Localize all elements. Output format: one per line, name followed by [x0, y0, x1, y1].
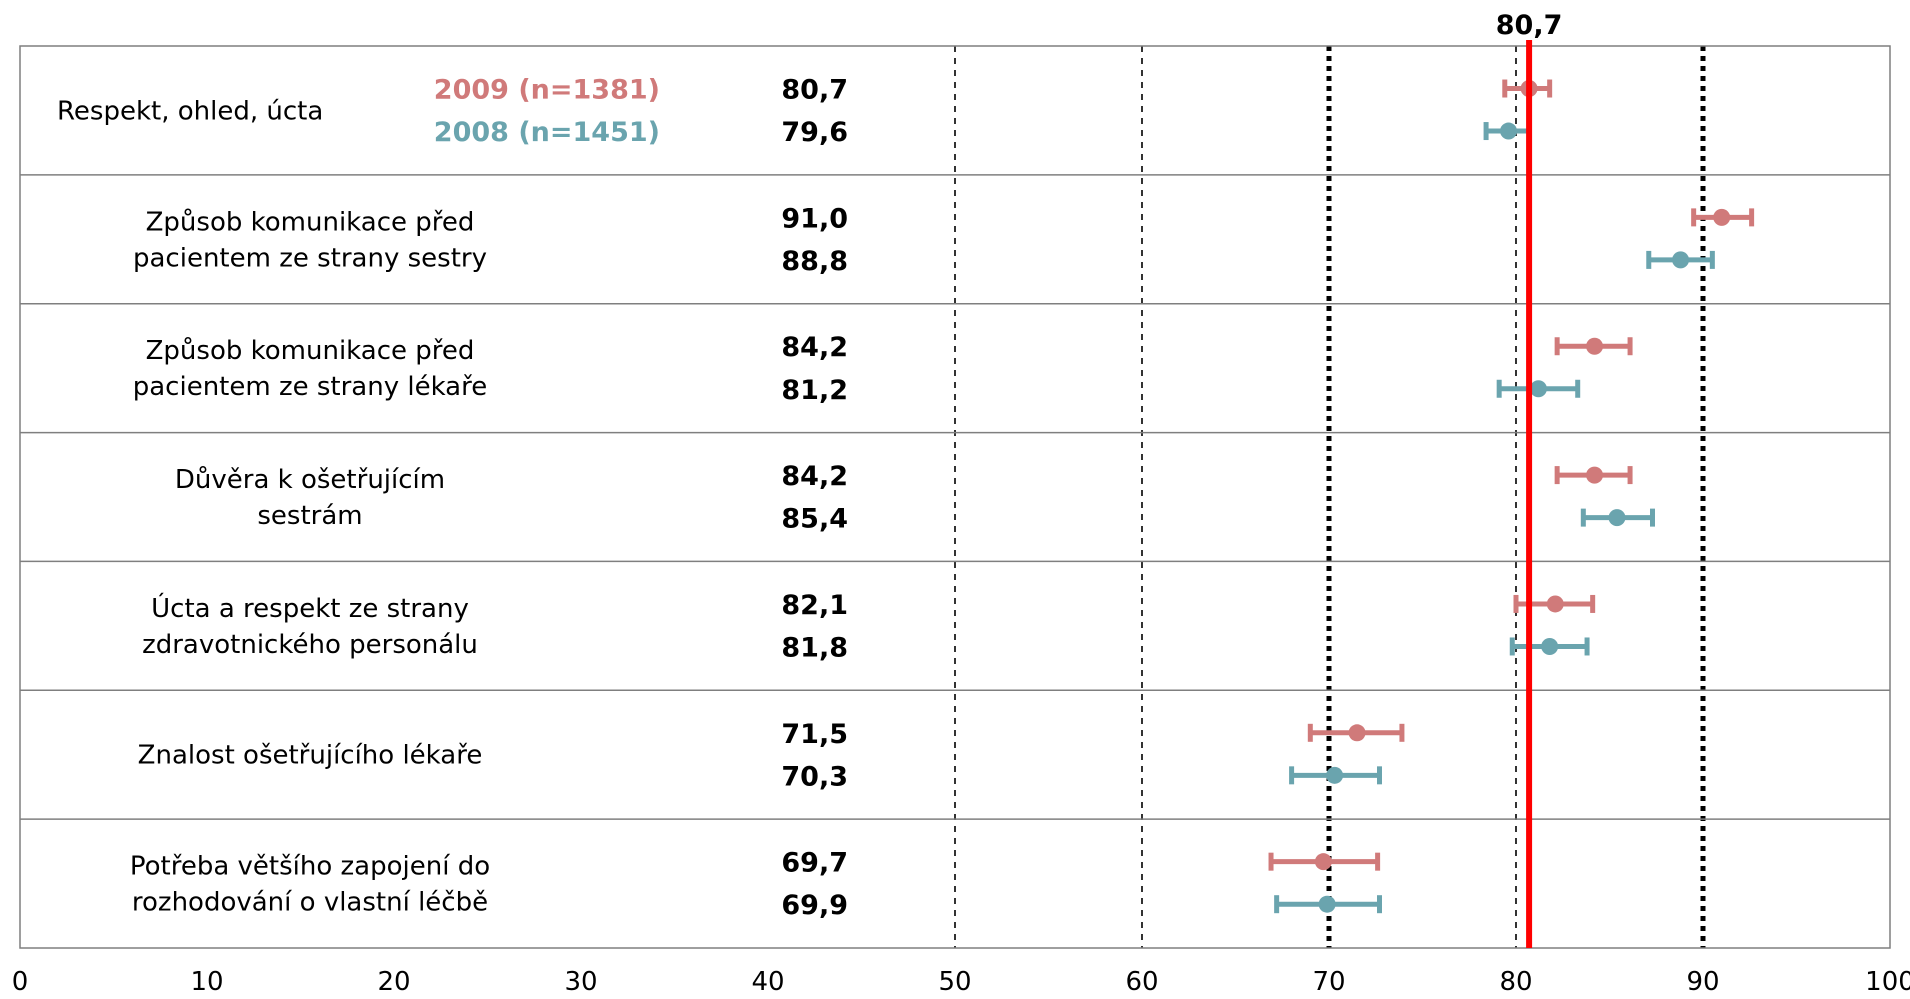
value-label: 69,9	[781, 890, 848, 921]
value-label: 71,5	[781, 719, 848, 750]
row-label-text: zdravotnického personálu	[142, 630, 478, 660]
x-tick-label: 30	[564, 967, 597, 997]
x-tick-label: 70	[1312, 967, 1345, 997]
reference-line-group: 80,7	[1496, 10, 1563, 948]
row-label-text: pacientem ze strany sestry	[133, 243, 487, 273]
gridlines	[954, 46, 1706, 948]
value-label: 85,4	[781, 504, 848, 535]
plot-frame	[19, 45, 1891, 949]
legend-entry: 2008 (n=1451)	[434, 117, 660, 148]
x-tick-label: 50	[938, 967, 971, 997]
value-label: 88,8	[781, 246, 848, 277]
row-label-text: Potřeba většího zapojení do	[130, 852, 490, 882]
row-label-text: Způsob komunikace před	[146, 336, 475, 366]
data-point	[1672, 251, 1690, 269]
row-label-text: Úcta a respekt ze strany	[151, 592, 469, 624]
data-point	[1713, 208, 1731, 226]
data-point	[1541, 637, 1559, 655]
reference-label: 80,7	[1496, 10, 1563, 41]
value-label: 81,2	[781, 375, 848, 406]
data-point	[1529, 380, 1547, 398]
x-tick-label: 10	[190, 967, 223, 997]
x-tick-label: 80	[1499, 967, 1532, 997]
data-point	[1500, 122, 1518, 140]
x-tick-label: 90	[1686, 967, 1719, 997]
data-point	[1608, 509, 1626, 527]
legend-entry: 2009 (n=1381)	[434, 75, 660, 106]
x-tick-label: 40	[751, 967, 784, 997]
value-label: 80,7	[781, 75, 848, 106]
row-label-text: pacientem ze strany lékaře	[133, 372, 487, 402]
data-marks	[1268, 79, 1755, 914]
value-label: 79,6	[781, 117, 848, 148]
x-tick-label: 20	[377, 967, 410, 997]
row-label-text: Znalost ošetřujícího lékaře	[138, 741, 483, 771]
value-labels: 80,7 79,6 91,0 88,8 84,2 81,2 84,2 85,4 82,1 81,8…	[781, 75, 848, 922]
row-label-text: rozhodování o vlastní léčbě	[132, 888, 488, 918]
value-label: 84,2	[781, 461, 848, 492]
value-label: 69,7	[781, 848, 848, 879]
value-label: 84,2	[781, 332, 848, 363]
data-point	[1586, 466, 1604, 484]
legend: 2009 (n=1381) 2008 (n=1451)	[434, 75, 660, 149]
value-label: 81,8	[781, 632, 848, 663]
data-point	[1348, 724, 1366, 742]
value-label: 82,1	[781, 590, 848, 621]
data-point	[1314, 853, 1332, 871]
data-point	[1546, 595, 1564, 613]
value-label: 70,3	[781, 761, 848, 792]
row-label-text: Důvěra k ošetřujícím	[175, 465, 445, 495]
x-tick-label: 100	[1865, 967, 1910, 997]
data-point	[1326, 766, 1344, 784]
row-label-text: Respekt, ohled, úcta	[57, 96, 323, 126]
x-tick-label: 0	[12, 967, 29, 997]
value-label: 91,0	[781, 203, 848, 234]
row-label-text: sestrám	[257, 501, 362, 531]
data-point	[1318, 895, 1336, 913]
row-frames	[19, 45, 1891, 949]
x-axis-ticks: 0 10 20 30 40 50 60 70 80 90 100	[12, 967, 1910, 997]
row-labels: Respekt, ohled, úcta Způsob komunikace př…	[57, 96, 490, 917]
data-point	[1586, 337, 1604, 355]
x-tick-label: 60	[1125, 967, 1158, 997]
row-label-text: Způsob komunikace před	[146, 207, 475, 237]
